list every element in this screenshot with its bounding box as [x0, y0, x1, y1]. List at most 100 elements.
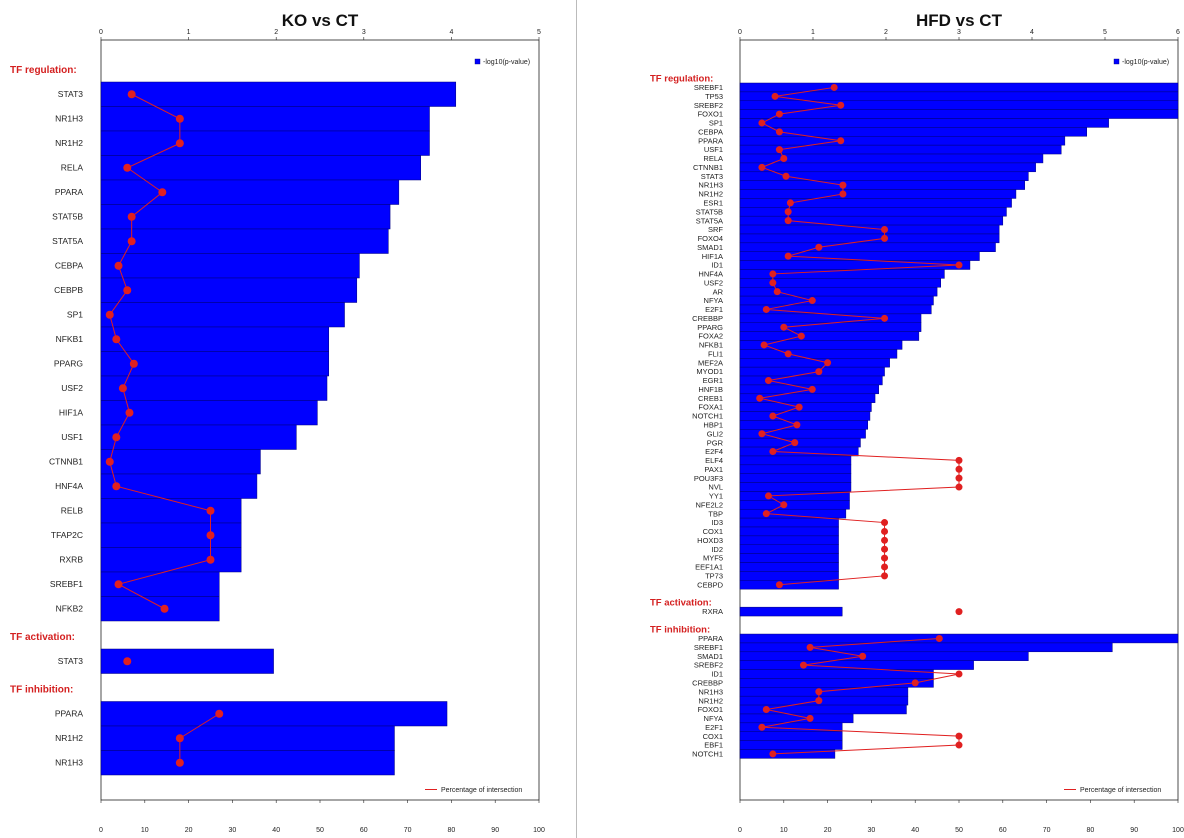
- intersection-point: [760, 341, 768, 349]
- bar: [739, 651, 1029, 661]
- top-axis-tick-label: 0: [99, 29, 103, 36]
- category-label: COX1: [703, 527, 723, 536]
- category-label: NR1H3: [698, 181, 723, 190]
- bar: [100, 351, 330, 377]
- category-label: NFKB1: [56, 334, 84, 344]
- bar: [739, 580, 839, 590]
- intersection-point: [837, 101, 845, 109]
- bar: [739, 109, 1179, 119]
- intersection-point: [764, 492, 772, 500]
- bar: [100, 106, 430, 132]
- category-label: NFE2L2: [695, 500, 723, 509]
- intersection-point: [764, 376, 772, 384]
- category-label: NR1H2: [55, 733, 83, 743]
- bar: [100, 750, 395, 776]
- intersection-line: [109, 93, 211, 610]
- category-label: E2F1: [705, 723, 723, 732]
- intersection-point: [839, 190, 847, 198]
- bottom-axis-tick-label: 0: [99, 827, 103, 834]
- bottom-axis-tick-label: 40: [272, 827, 280, 834]
- bar: [100, 326, 330, 352]
- category-label: SREBF1: [694, 83, 723, 92]
- intersection-point: [782, 172, 790, 180]
- intersection-point: [160, 604, 169, 613]
- intersection-point: [114, 261, 123, 270]
- category-label: NOTCH1: [692, 412, 723, 421]
- bar: [739, 189, 1017, 199]
- intersection-point: [837, 137, 845, 145]
- intersection-point: [815, 368, 823, 376]
- bottom-axis-tick-label: 10: [141, 827, 149, 834]
- top-axis-tick-label: 3: [362, 29, 366, 36]
- category-label: FOXO4: [698, 234, 723, 243]
- category-label: NFKB2: [56, 604, 84, 614]
- section-title: TF activation:: [10, 632, 75, 643]
- intersection-point: [123, 657, 132, 666]
- intersection-point: [175, 758, 184, 767]
- bar: [100, 204, 391, 230]
- bar: [739, 233, 1000, 244]
- top-axis-tick-label: 2: [274, 29, 278, 36]
- category-label: EEF1A1: [695, 563, 723, 572]
- bar: [739, 411, 871, 421]
- bar: [739, 606, 843, 617]
- category-label: PPARA: [55, 187, 84, 197]
- bottom-axis-tick-label: 50: [316, 827, 324, 834]
- category-label: ID2: [711, 545, 723, 554]
- bar: [100, 701, 448, 727]
- bar: [739, 144, 1062, 155]
- category-label: STAT5A: [52, 236, 83, 246]
- bar: [100, 375, 328, 401]
- chart-title: KO vs CT: [282, 11, 359, 30]
- category-label: HIF1A: [59, 408, 83, 418]
- category-label: AR: [713, 287, 724, 296]
- category-label: RELA: [61, 163, 84, 173]
- bottom-axis-tick-label: 100: [533, 827, 545, 834]
- bar: [739, 127, 1087, 137]
- section-title: TF inhibition:: [650, 625, 710, 636]
- bottom-axis-tick-label: 70: [1043, 827, 1051, 834]
- bottom-axis-tick-label: 70: [404, 827, 412, 834]
- category-label: EGR1: [703, 376, 723, 385]
- intersection-line: [761, 637, 960, 755]
- bar: [739, 100, 1179, 110]
- category-label: SMAD1: [697, 652, 723, 661]
- chart-ko-vs-ct: KO vs CT0 1 2 3 4 50 10 20 30 40 50 60 70 80 90 100-log…: [10, 11, 545, 834]
- category-label: CEBPD: [697, 580, 723, 589]
- top-axis-tick-label: 5: [1103, 29, 1107, 36]
- bar: [739, 544, 839, 554]
- panel-divider: [576, 0, 577, 838]
- category-label: PGR: [707, 438, 724, 447]
- chart-hfd-vs-ct: HFD vs CT0 1 2 3 4 5 60 10 20 30 40 50 60 70 80 90 100-l…: [650, 11, 1184, 834]
- intersection-point: [808, 385, 816, 393]
- category-label: PAX1: [704, 465, 723, 474]
- intersection-point: [215, 709, 224, 718]
- chart-panel-ko-vs-ct: KO vs CT 0 1 2 3 4 5 0 10 20 30 40 50 60 70 80 90 100 -log…: [0, 0, 575, 838]
- legend-bar-label: -log10(p-value): [483, 59, 530, 66]
- category-label: SP1: [709, 119, 723, 128]
- top-axis-tick-label: 1: [187, 29, 191, 36]
- category-label: RELA: [703, 154, 723, 163]
- category-label: CEBPA: [698, 127, 723, 136]
- intersection-point: [769, 279, 777, 287]
- intersection-point: [158, 188, 167, 197]
- intersection-point: [769, 448, 777, 456]
- bar: [100, 302, 345, 328]
- intersection-point: [758, 723, 766, 731]
- intersection-point: [105, 310, 114, 319]
- bottom-axis-tick-label: 10: [780, 827, 788, 834]
- category-label: USF2: [704, 278, 723, 287]
- intersection-point: [881, 554, 889, 562]
- category-label: PPARG: [54, 359, 83, 369]
- category-label: NR1H3: [55, 114, 83, 124]
- intersection-point: [955, 465, 963, 473]
- section-title: TF regulation:: [650, 74, 713, 85]
- bar: [739, 482, 852, 492]
- intersection-point: [780, 501, 788, 509]
- category-label: CEBPB: [54, 285, 83, 295]
- intersection-point: [775, 146, 783, 154]
- intersection-point: [881, 527, 889, 535]
- bar: [739, 251, 980, 261]
- intersection-point: [786, 199, 794, 207]
- category-label: E2F1: [705, 305, 723, 314]
